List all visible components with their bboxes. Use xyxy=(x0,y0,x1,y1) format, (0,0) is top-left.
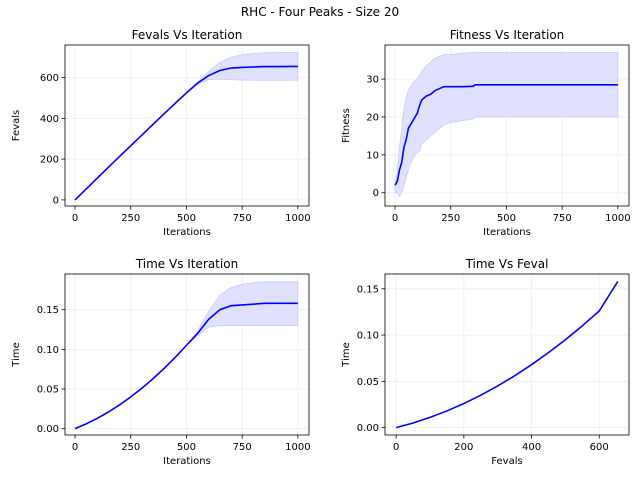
time-vs-feval-title: Time Vs Feval xyxy=(465,257,549,271)
time-vs-feval-ytick-label-2: 0.10 xyxy=(357,331,379,342)
fevals-vs-iteration-ytick-label-0: 0 xyxy=(53,195,59,206)
time-vs-feval-xtick-label-3: 600 xyxy=(590,442,609,453)
time-vs-feval-axes-frame xyxy=(384,273,630,436)
time-vs-iteration-xtick-label-1: 250 xyxy=(121,442,140,453)
fevals-vs-iteration-ytick-label-1: 200 xyxy=(40,155,59,166)
fevals-vs-iteration-xtick-label-4: 1000 xyxy=(285,213,310,224)
fitness-vs-iteration-ytick-label-3: 30 xyxy=(366,75,379,86)
fitness-vs-iteration-xtick-label-3: 750 xyxy=(553,213,572,224)
time-vs-iteration-ytick-label-0: 0.00 xyxy=(37,424,59,435)
fitness-vs-iteration-ytick-label-2: 20 xyxy=(366,112,379,123)
time-vs-iteration-plot: 0 250 500 750 1000 0.00 0.05 0.10 0.15 Time Vs It… xyxy=(11,257,311,467)
time-vs-iteration-xtick-label-3: 750 xyxy=(233,442,252,453)
fevals-vs-iteration-axes-frame xyxy=(64,44,310,207)
time-vs-iteration-xtick-label-2: 500 xyxy=(177,442,196,453)
fitness-vs-iteration-band-0 xyxy=(394,52,619,198)
time-vs-feval-xtick-label-1: 200 xyxy=(454,442,473,453)
fevals-vs-iteration-ylabel: Fevals xyxy=(11,110,22,141)
time-vs-feval-xtick-label-2: 400 xyxy=(522,442,541,453)
fevals-vs-iteration-xtick-label-3: 750 xyxy=(233,213,252,224)
time-vs-feval-ytick-label-3: 0.15 xyxy=(357,284,379,295)
fitness-vs-iteration-ytick-label-1: 10 xyxy=(366,150,379,161)
time-vs-iteration-ylabel: Time xyxy=(11,342,22,367)
fevals-vs-iteration-xlabel: Iterations xyxy=(163,227,211,238)
time-vs-iteration-xtick-label-0: 0 xyxy=(72,442,78,453)
fitness-vs-iteration-plot: 0 250 500 750 1000 0 10 20 30 Fitness Vs Iteratio… xyxy=(341,28,631,238)
fitness-vs-iteration-line-0 xyxy=(394,83,618,186)
fitness-vs-iteration-ytick-label-0: 0 xyxy=(373,188,379,199)
time-vs-feval-ytick-label-1: 0.05 xyxy=(357,377,379,388)
fitness-vs-iteration-xlabel: Iterations xyxy=(483,227,531,238)
time-vs-iteration-title: Time Vs Iteration xyxy=(135,257,238,271)
time-vs-iteration-xtick-label-4: 1000 xyxy=(285,442,310,453)
time-vs-iteration-xlabel: Iterations xyxy=(163,456,211,467)
fitness-vs-iteration-xtick-label-0: 0 xyxy=(392,213,398,224)
time-vs-feval-ylabel: Time xyxy=(341,342,352,367)
time-vs-iteration-ytick-label-3: 0.15 xyxy=(37,305,59,316)
time-vs-feval-ytick-label-0: 0.00 xyxy=(357,423,379,434)
time-vs-iteration-ytick-label-1: 0.05 xyxy=(37,385,59,396)
fevals-vs-iteration-ytick-label-2: 400 xyxy=(40,114,59,125)
fevals-vs-iteration-line-0 xyxy=(74,65,298,201)
time-vs-iteration-line-0 xyxy=(74,302,298,430)
fevals-vs-iteration-xtick-label-2: 500 xyxy=(177,213,196,224)
fevals-vs-iteration-xtick-label-0: 0 xyxy=(72,213,78,224)
time-vs-feval-xtick-label-0: 0 xyxy=(393,442,399,453)
fitness-vs-iteration-xtick-label-1: 250 xyxy=(441,213,460,224)
fevals-vs-iteration-xtick-label-1: 250 xyxy=(121,213,140,224)
fevals-vs-iteration-ytick-label-3: 600 xyxy=(40,73,59,84)
time-vs-feval-xlabel: Fevals xyxy=(491,456,522,467)
fitness-vs-iteration-title: Fitness Vs Iteration xyxy=(450,28,565,42)
figure-suptitle: RHC - Four Peaks - Size 20 xyxy=(241,5,399,19)
fevals-vs-iteration-plot: 0 250 500 750 1000 0 200 400 600 Fevals Vs Iterat… xyxy=(11,28,311,238)
fitness-vs-iteration-ylabel: Fitness xyxy=(341,108,352,143)
fitness-vs-iteration-axes-frame xyxy=(384,44,630,207)
time-vs-feval-line-0 xyxy=(395,280,619,429)
fitness-vs-iteration-xtick-label-2: 500 xyxy=(497,213,516,224)
time-vs-feval-plot: 0 200 400 600 0.00 0.05 0.10 0.15 Time Vs Feval F… xyxy=(341,257,630,467)
time-vs-iteration-ytick-label-2: 0.10 xyxy=(37,345,59,356)
fevals-vs-iteration-title: Fevals Vs Iteration xyxy=(132,28,243,42)
time-vs-iteration-axes-frame xyxy=(64,273,310,436)
fitness-vs-iteration-xtick-label-4: 1000 xyxy=(605,213,630,224)
